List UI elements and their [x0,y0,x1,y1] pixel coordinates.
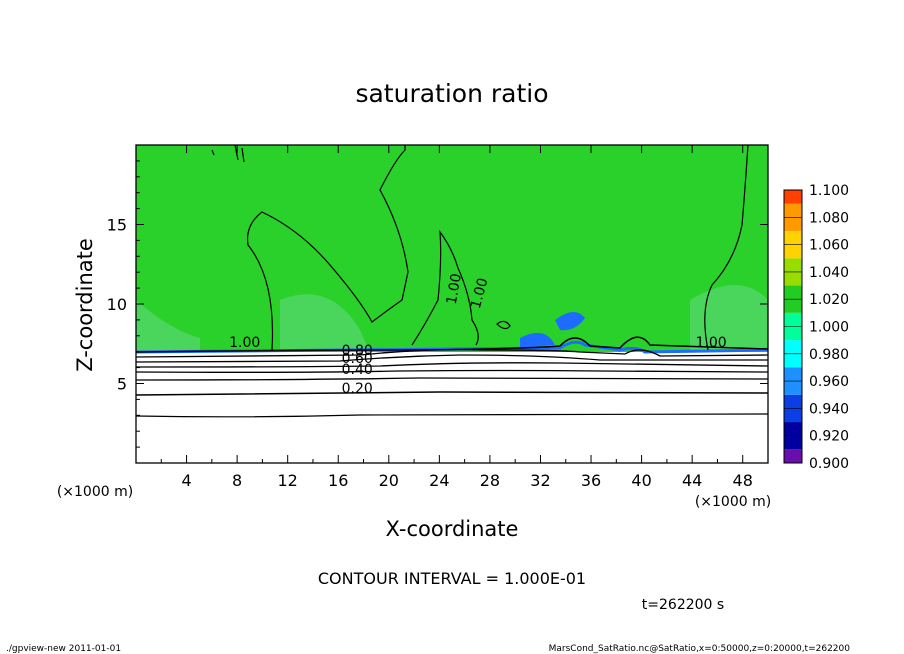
contour-line [704,145,749,351]
time-label: t=262200 s [642,597,724,613]
x-tick-label: 28 [480,471,500,490]
low-ratio-patch [555,311,585,331]
colorbar-swatch [784,449,802,463]
contour-label: 1.00 [444,272,465,305]
contour-label: 0.20 [342,381,373,397]
footer-right: MarsCond_SatRatio.nc@SatRatio,x=0:50000,… [549,644,851,654]
contour-label: 0.60 [342,351,373,367]
colorbar-swatch [784,230,802,245]
contour-line [136,377,768,381]
colorbar-swatch [784,312,802,327]
colorbar-swatch [784,299,802,313]
shade-patch [280,294,370,352]
colorbar-swatch [784,271,802,286]
chart-title: saturation ratio [355,79,548,108]
shade-patch [136,300,200,352]
plot-area: 1.001.001.001.000.800.600.400.20 4 8 12 16 2… [107,144,769,490]
x-axis: 4 8 12 16 20 24 28 32 36 40 44 48 [160,145,753,490]
colorbar-swatch [784,381,802,395]
y-tick-label: 5 [117,375,127,394]
contour-line [136,362,768,368]
colorbar-swatch [784,394,802,409]
x-tick-label: 20 [379,471,399,490]
colorbar-label: 0.920 [809,429,849,445]
colorbar-swatch [784,435,802,450]
colorbar-label: 1.100 [809,183,849,199]
colorbar-swatch [784,326,802,341]
contours-lower [136,336,768,418]
x-tick-label: 32 [530,471,550,490]
contour-label: 0.40 [342,362,373,378]
colorbar-swatch [784,244,802,259]
contour-interval: CONTOUR INTERVAL = 1.000E-01 [318,569,586,588]
colorbar: 0.900 0.920 0.940 0.960 0.980 1.000 1.020 1.040… [783,183,849,472]
x-tick-label: 12 [278,471,298,490]
contour-line [411,230,479,346]
colorbar-label: 1.080 [809,210,849,226]
colorbar-label: 1.060 [809,238,849,254]
x-tick-label: 40 [631,471,651,490]
x-tick-label: 8 [232,471,242,490]
x-axis-label: X-coordinate [386,517,519,541]
contour-labels: 1.001.001.001.000.800.600.400.20 [229,272,727,397]
x-tick-label: 24 [429,471,449,490]
contour-line [136,369,768,373]
contour-line [136,348,768,358]
colorbar-swatch [784,340,802,354]
dry-region [136,352,768,463]
contour-line [211,145,245,163]
contour-label: 0.80 [342,343,373,359]
contour-line [136,354,768,363]
x-tick-label: 4 [181,471,191,490]
colorbar-swatch [784,285,802,300]
colorbar-label: 0.900 [809,456,849,472]
colorbar-label: 0.980 [809,347,849,363]
contour-label: 1.00 [696,335,727,351]
colorbar-swatch [784,422,802,436]
contour-line [136,391,768,396]
colorbar-label: 0.940 [809,401,849,417]
contours-upper [211,145,749,351]
colorbar-label: 0.960 [809,374,849,390]
colorbar-swatch [784,217,802,231]
colorbar-label: 1.040 [809,265,849,281]
x-tick-label: 16 [328,471,348,490]
x-tick-label: 48 [733,471,753,490]
contour-line [496,320,511,330]
colorbar-swatch [784,190,802,204]
z-unit-label: (×1000 m) [57,484,133,500]
x-tick-label: 44 [682,471,702,490]
footer-left: ./gpview-new 2011-01-01 [6,644,121,654]
colorbar-swatch [784,408,802,423]
contour-line [136,413,768,418]
colorbar-swatch [784,258,802,272]
shade-patch [690,285,768,352]
y-tick-label: 10 [107,295,127,314]
colorbar-swatch [784,353,802,368]
x-tick-label: 36 [581,471,601,490]
contour-label: 1.00 [229,335,260,351]
colorbar-swatch [784,367,802,382]
contour-label: 1.00 [468,276,492,310]
low-ratio-patch [520,332,555,348]
x-unit-label: (×1000 m) [695,494,771,510]
y-tick-label: 15 [107,216,127,235]
colorbar-label: 1.020 [809,292,849,308]
moist-region [136,145,768,355]
colorbar-swatch [784,203,802,218]
y-axis: 5 10 15 [107,160,768,448]
colorbar-label: 1.000 [809,320,849,336]
contour-line [246,145,409,351]
y-axis-label: Z-coordinate [73,238,97,372]
contour-line [136,336,768,353]
